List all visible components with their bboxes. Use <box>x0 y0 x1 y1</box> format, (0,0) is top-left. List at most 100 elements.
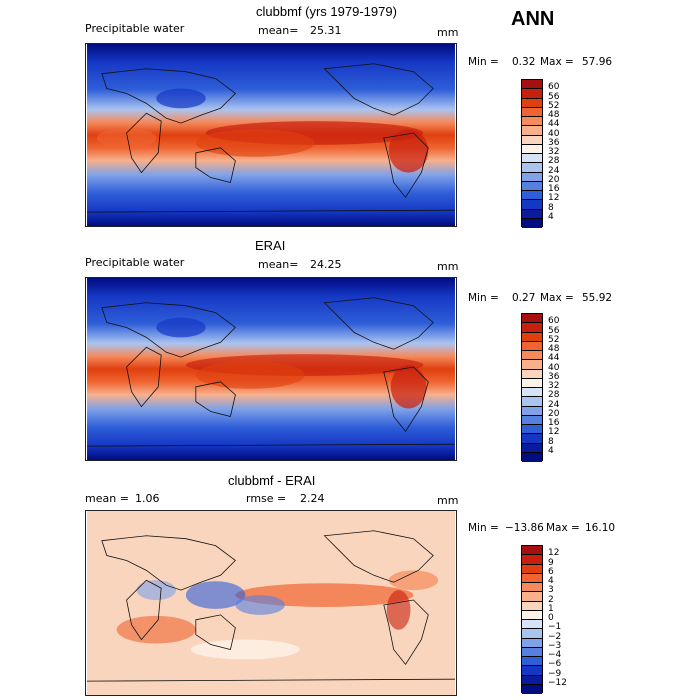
colorbar-tick-label: 44 <box>548 119 560 130</box>
colorbar-segment <box>522 573 542 583</box>
colorbar-segment <box>522 144 542 154</box>
panel1-variable-label: Precipitable water <box>85 22 185 35</box>
colorbar-tick-label: 40 <box>548 128 560 139</box>
colorbar-segment <box>522 89 542 99</box>
panel2-coastlines <box>87 297 455 447</box>
colorbar-segment <box>522 601 542 611</box>
panel3-max-value: 16.10 <box>585 522 616 534</box>
colorbar-tick-label: 60 <box>548 82 560 93</box>
colorbar-tick-label: 32 <box>548 381 560 391</box>
colorbar-segment <box>522 415 542 425</box>
panel1-title: clubbmf (yrs 1979-1979) <box>256 4 397 19</box>
colorbar-segment <box>522 638 542 648</box>
colorbar-segment <box>522 107 542 117</box>
colorbar-tick-label: 60 <box>548 316 560 327</box>
colorbar-segment <box>522 666 542 676</box>
colorbar-segment <box>522 406 542 416</box>
colorbar-tick-label: 1 <box>548 603 554 614</box>
colorbar-segment <box>522 425 542 435</box>
panel2-min-value: 0.27 <box>512 292 536 304</box>
colorbar-tick-label: −2 <box>548 631 562 642</box>
colorbar-tick-label: −3 <box>548 640 562 651</box>
colorbar-tick-label: 40 <box>548 362 560 373</box>
colorbar-segment <box>522 117 542 127</box>
colorbar-tick-label: 36 <box>548 371 560 382</box>
panel1-colorbar <box>521 79 543 228</box>
colorbar-tick-label: 0 <box>548 613 554 623</box>
panel2-mean-value: 24.25 <box>310 258 342 271</box>
panel2-variable-label: Precipitable water <box>85 256 185 269</box>
panel3-coastlines <box>86 530 456 682</box>
panel3-mean-label: mean = <box>85 492 129 505</box>
colorbar-tick-label: 48 <box>548 110 560 120</box>
panel2-mean-label: mean= <box>258 258 299 271</box>
colorbar-segment <box>522 172 542 182</box>
colorbar-tick-label: 44 <box>548 353 560 364</box>
colorbar-segment <box>522 200 542 210</box>
panel3-rmse-value: 2.24 <box>300 492 325 505</box>
colorbar-segment <box>522 684 542 694</box>
panel1-min-label: Min = <box>468 56 499 68</box>
colorbar-segment <box>522 546 542 556</box>
panel1-units: mm <box>437 26 459 39</box>
panel2-units: mm <box>437 260 459 273</box>
colorbar-tick-label: 56 <box>548 91 560 102</box>
colorbar-segment <box>522 369 542 379</box>
colorbar-segment <box>522 388 542 398</box>
colorbar-tick-label: 16 <box>548 418 560 428</box>
panel2-colorbar <box>521 313 543 462</box>
colorbar-tick-label: 24 <box>548 399 560 410</box>
panel2-min-label: Min = <box>468 292 499 304</box>
colorbar-tick-label: 32 <box>548 147 560 157</box>
colorbar-tick-label: 4 <box>548 576 554 586</box>
colorbar-tick-label: −9 <box>548 668 562 679</box>
panel1-coastlines <box>87 63 455 213</box>
colorbar-segment <box>522 126 542 136</box>
panel1-min-value: 0.32 <box>512 56 536 68</box>
colorbar-tick-label: 48 <box>548 344 560 354</box>
colorbar-segment <box>522 629 542 639</box>
panel3-min-value: −13.86 <box>505 522 544 534</box>
colorbar-tick-label: 28 <box>548 156 560 167</box>
colorbar-tick-label: 2 <box>548 594 554 605</box>
colorbar-tick-label: 12 <box>548 427 560 438</box>
colorbar-segment <box>522 657 542 667</box>
colorbar-segment <box>522 583 542 593</box>
panel1-mean-value: 25.31 <box>310 24 342 37</box>
panel3-colorbar <box>521 545 543 694</box>
colorbar-tick-label: −1 <box>548 622 562 633</box>
colorbar-segment <box>522 154 542 164</box>
colorbar-segment <box>522 647 542 657</box>
colorbar-segment <box>522 434 542 444</box>
panel2-max-label: Max = <box>540 292 574 304</box>
colorbar-segment <box>522 191 542 201</box>
colorbar-tick-label: −6 <box>548 659 562 670</box>
colorbar-tick-label: 52 <box>548 100 560 111</box>
panel1-max-label: Max = <box>540 56 574 68</box>
colorbar-tick-label: 8 <box>548 436 554 447</box>
colorbar-segment <box>522 452 542 462</box>
colorbar-tick-label: 20 <box>548 408 560 419</box>
panel3-max-label: Max = <box>546 522 580 534</box>
colorbar-tick-label: 9 <box>548 557 554 568</box>
colorbar-tick-label: 24 <box>548 165 560 176</box>
colorbar-tick-label: 12 <box>548 193 560 204</box>
colorbar-segment <box>522 610 542 620</box>
colorbar-segment <box>522 323 542 333</box>
colorbar-segment <box>522 163 542 173</box>
panel3-mean-value: 1.06 <box>135 492 160 505</box>
panel1-mean-label: mean= <box>258 24 299 37</box>
colorbar-tick-label: −4 <box>548 650 562 660</box>
colorbar-tick-label: 12 <box>548 548 560 559</box>
colorbar-segment <box>522 181 542 191</box>
panel1-max-value: 57.96 <box>582 56 613 68</box>
colorbar-segment <box>522 620 542 630</box>
colorbar-segment <box>522 98 542 108</box>
panel3-units: mm <box>437 494 459 507</box>
colorbar-segment <box>522 564 542 574</box>
panel2-map <box>85 277 457 461</box>
colorbar-segment <box>522 209 542 219</box>
panel2-title: ERAI <box>255 238 286 253</box>
colorbar-tick-label: 8 <box>548 202 554 213</box>
panel2-max-value: 55.92 <box>582 292 613 304</box>
